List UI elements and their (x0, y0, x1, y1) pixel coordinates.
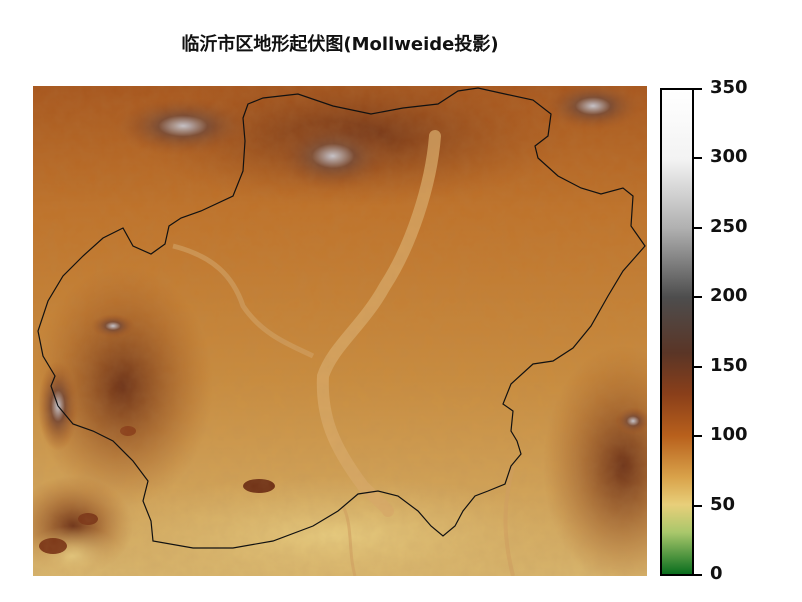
colorbar-tick (692, 504, 702, 507)
colorbar-label: 100 (710, 424, 748, 446)
elevation-map-svg (33, 86, 647, 576)
colorbar-tick (692, 226, 702, 229)
map-title: 临沂市区地形起伏图(Mollweide投影) (181, 34, 499, 55)
colorbar-tick (692, 435, 702, 438)
colorbar-tick (692, 296, 702, 299)
colorbar-label: 150 (710, 354, 748, 376)
colorbar-label: 0 (710, 563, 723, 584)
colorbar-tick (692, 574, 702, 576)
colorbar-label: 250 (710, 215, 748, 237)
colorbar-tick (692, 365, 702, 368)
elevation-map (33, 86, 647, 576)
colorbar-tick (692, 88, 702, 90)
colorbar-tick (692, 157, 702, 160)
colorbar-label: 300 (710, 146, 748, 168)
terrain-texture (33, 86, 647, 576)
colorbar-label: 350 (710, 77, 748, 98)
colorbar-label: 200 (710, 285, 748, 307)
colorbar-label: 50 (710, 493, 736, 515)
colorbar (660, 88, 694, 576)
city-boundary (37, 87, 646, 549)
